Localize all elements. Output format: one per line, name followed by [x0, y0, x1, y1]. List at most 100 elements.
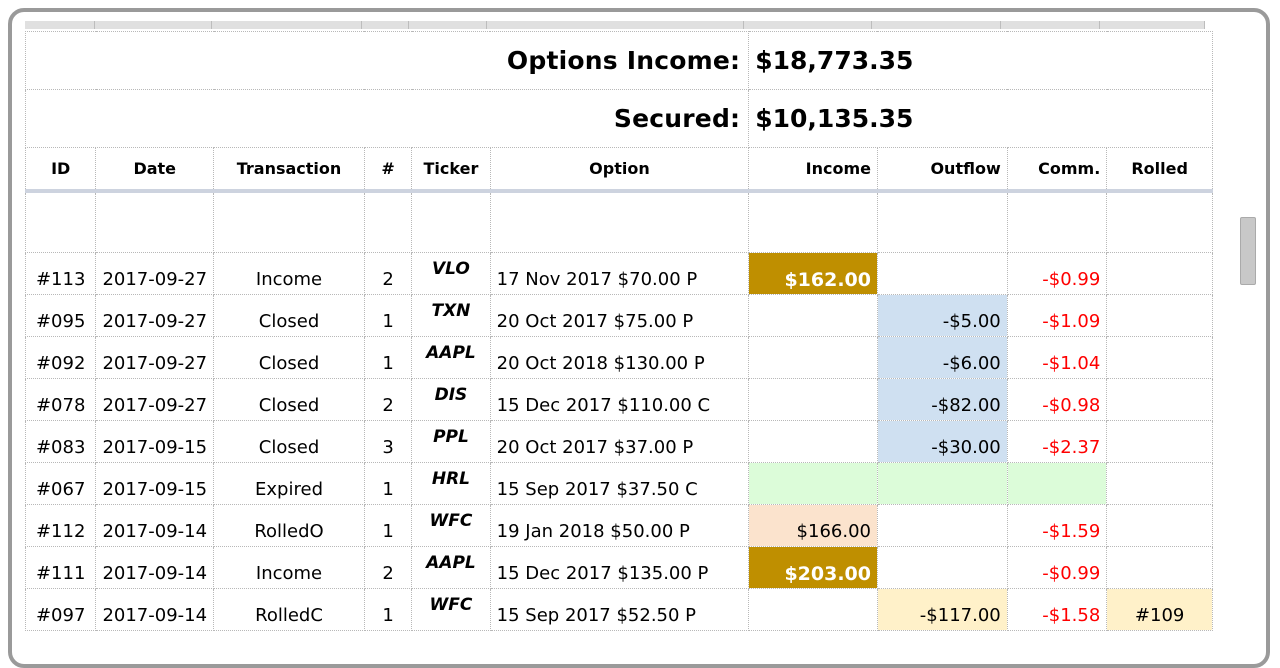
cell[interactable] [876, 190, 1008, 253]
income-cell[interactable] [748, 336, 878, 379]
id-cell[interactable]: #067 [25, 462, 97, 505]
header-ticker[interactable]: Ticker [411, 147, 491, 193]
header-option[interactable]: Option [489, 147, 750, 193]
ticker-cell[interactable]: TXN [411, 294, 491, 337]
option-cell[interactable]: 20 Oct 2018 $130.00 P [489, 336, 750, 379]
qty-cell[interactable]: 1 [363, 294, 413, 337]
ticker-cell[interactable]: VLO [411, 252, 491, 295]
date-cell[interactable]: 2017-09-14 [95, 588, 215, 631]
outflow-cell[interactable]: -$82.00 [876, 378, 1008, 421]
header-outflow[interactable]: Outflow [876, 147, 1008, 193]
cell[interactable] [489, 190, 750, 253]
date-cell[interactable]: 2017-09-27 [95, 336, 215, 379]
cell[interactable] [25, 190, 97, 253]
outflow-cell[interactable] [876, 462, 1008, 505]
date-cell[interactable]: 2017-09-27 [95, 252, 215, 295]
income-cell[interactable] [748, 462, 878, 505]
income-cell[interactable]: $203.00 [748, 546, 878, 589]
date-cell[interactable]: 2017-09-14 [95, 504, 215, 547]
cell[interactable] [411, 190, 491, 253]
transaction-cell[interactable]: RolledO [213, 504, 365, 547]
ticker-cell[interactable]: AAPL [411, 336, 491, 379]
outflow-cell[interactable]: -$117.00 [876, 588, 1008, 631]
header-date[interactable]: Date [95, 147, 215, 193]
transaction-cell[interactable]: Closed [213, 378, 365, 421]
id-cell[interactable]: #078 [25, 378, 97, 421]
transaction-cell[interactable]: Closed [213, 294, 365, 337]
qty-cell[interactable]: 1 [363, 462, 413, 505]
column-header-d[interactable] [362, 21, 409, 29]
option-cell[interactable]: 20 Oct 2017 $75.00 P [489, 294, 750, 337]
ticker-cell[interactable]: PPL [411, 420, 491, 463]
column-header-j[interactable] [1100, 21, 1205, 29]
option-cell[interactable]: 15 Sep 2017 $52.50 P [489, 588, 750, 631]
date-cell[interactable]: 2017-09-27 [95, 378, 215, 421]
ticker-cell[interactable]: WFC [411, 588, 491, 631]
ticker-cell[interactable]: DIS [411, 378, 491, 421]
outflow-cell[interactable] [876, 252, 1008, 295]
qty-cell[interactable]: 2 [363, 546, 413, 589]
header-transaction[interactable]: Transaction [213, 147, 365, 193]
date-cell[interactable]: 2017-09-27 [95, 294, 215, 337]
date-cell[interactable]: 2017-09-15 [95, 462, 215, 505]
rolled-cell[interactable] [1106, 336, 1213, 379]
transaction-cell[interactable]: Income [213, 252, 365, 295]
cell[interactable] [213, 190, 365, 253]
income-cell[interactable] [748, 588, 878, 631]
qty-cell[interactable]: 2 [363, 252, 413, 295]
option-cell[interactable]: 15 Sep 2017 $37.50 C [489, 462, 750, 505]
option-cell[interactable]: 17 Nov 2017 $70.00 P [489, 252, 750, 295]
date-cell[interactable]: 2017-09-15 [95, 420, 215, 463]
commission-cell[interactable]: -$1.09 [1006, 294, 1108, 337]
commission-cell[interactable]: -$0.99 [1006, 546, 1108, 589]
qty-cell[interactable]: 1 [363, 504, 413, 547]
income-cell[interactable] [748, 420, 878, 463]
column-header-i[interactable] [1001, 21, 1100, 29]
commission-cell[interactable]: -$1.58 [1006, 588, 1108, 631]
rolled-cell[interactable] [1106, 294, 1213, 337]
qty-cell[interactable]: 2 [363, 378, 413, 421]
option-cell[interactable]: 15 Dec 2017 $135.00 P [489, 546, 750, 589]
secured-value[interactable]: $10,135.35 [748, 89, 1213, 148]
transaction-cell[interactable]: RolledC [213, 588, 365, 631]
cell[interactable] [363, 190, 413, 253]
cell[interactable] [1006, 190, 1108, 253]
rolled-cell[interactable] [1106, 546, 1213, 589]
income-cell[interactable]: $162.00 [748, 252, 878, 295]
rolled-cell[interactable] [1106, 462, 1213, 505]
qty-cell[interactable]: 1 [363, 336, 413, 379]
income-cell[interactable] [748, 378, 878, 421]
commission-cell[interactable]: -$1.04 [1006, 336, 1108, 379]
option-cell[interactable]: 15 Dec 2017 $110.00 C [489, 378, 750, 421]
id-cell[interactable]: #092 [25, 336, 97, 379]
rolled-cell[interactable] [1106, 420, 1213, 463]
income-cell[interactable] [748, 294, 878, 337]
column-header-c[interactable] [212, 21, 362, 29]
commission-cell[interactable]: -$0.98 [1006, 378, 1108, 421]
transaction-cell[interactable]: Closed [213, 420, 365, 463]
column-header-f[interactable] [487, 21, 744, 29]
rolled-cell[interactable]: #109 [1106, 588, 1213, 631]
vertical-scrollbar-thumb[interactable] [1240, 217, 1256, 285]
id-cell[interactable]: #097 [25, 588, 97, 631]
outflow-cell[interactable]: -$30.00 [876, 420, 1008, 463]
column-header-a[interactable] [25, 21, 95, 29]
ticker-cell[interactable]: AAPL [411, 546, 491, 589]
id-cell[interactable]: #112 [25, 504, 97, 547]
outflow-cell[interactable] [876, 546, 1008, 589]
options-income-value[interactable]: $18,773.35 [748, 31, 1213, 90]
header-id[interactable]: ID [25, 147, 97, 193]
column-header-h[interactable] [872, 21, 1001, 29]
cell[interactable] [748, 190, 878, 253]
cell[interactable] [1106, 190, 1213, 253]
outflow-cell[interactable]: -$6.00 [876, 336, 1008, 379]
column-header-b[interactable] [95, 21, 212, 29]
outflow-cell[interactable]: -$5.00 [876, 294, 1008, 337]
ticker-cell[interactable]: HRL [411, 462, 491, 505]
commission-cell[interactable]: -$0.99 [1006, 252, 1108, 295]
header-comm[interactable]: Comm. [1006, 147, 1108, 193]
cell[interactable] [95, 190, 215, 253]
option-cell[interactable]: 20 Oct 2017 $37.00 P [489, 420, 750, 463]
secured-label[interactable]: Secured: [25, 89, 750, 148]
qty-cell[interactable]: 3 [363, 420, 413, 463]
